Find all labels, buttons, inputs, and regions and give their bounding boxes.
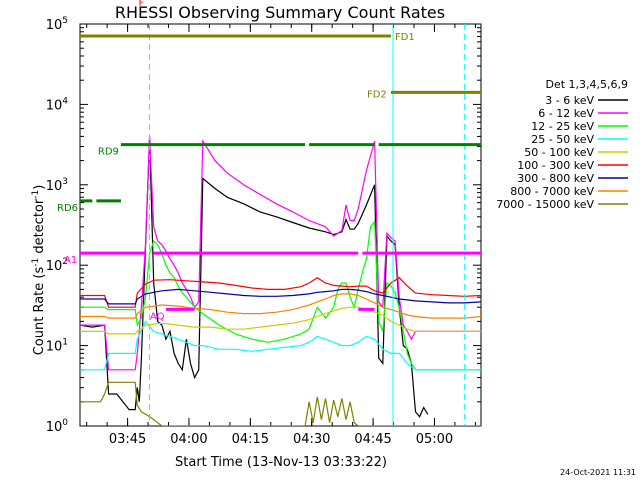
series-line-300-800-keV [80, 288, 481, 305]
x-tick-label: 04:45 [354, 432, 391, 447]
y-label-sup-2: -1 [31, 190, 41, 199]
y-tick-label: 100 [46, 418, 69, 435]
flag-label-fd1: FD1 [395, 32, 415, 43]
y-tick-label: 101 [46, 338, 68, 355]
series-line-50-100-keV [80, 306, 481, 335]
flag-label-rd6: RD6 [57, 203, 78, 214]
legend-entry-label: 300 - 800 keV [517, 172, 594, 185]
series-line-25-50-keV [80, 320, 481, 371]
legend-entry-label: 12 - 25 keV [531, 120, 594, 133]
series-line-12-25-keV [80, 219, 481, 371]
flag-label-aq: AQ [150, 311, 165, 322]
y-tick-label: 102 [46, 257, 68, 274]
series-line-3-6-keV [80, 136, 429, 418]
flag-label-rd9: RD9 [98, 147, 119, 158]
y-tick-label: 105 [46, 16, 68, 33]
series-line-7000-15000-keV [80, 381, 481, 426]
legend-entry-label: 6 - 12 keV [538, 107, 594, 120]
flag-label-fd2: FD2 [367, 89, 387, 100]
x-tick-label: 04:15 [232, 432, 269, 447]
legend-entry-label: 800 - 7000 keV [510, 185, 594, 198]
svg-text:Count Rate (s-1 detector-1): Count Rate (s-1 detector-1) [31, 185, 47, 356]
generation-timestamp: 24-Oct-2021 11:31 [560, 468, 636, 477]
series-line-6-12-keV [80, 136, 481, 371]
y-label-part-end: ) [32, 185, 47, 190]
legend-entry-label: 25 - 50 keV [531, 133, 594, 146]
y-label-sup-1: -1 [31, 258, 41, 267]
legend-title: Det 1,3,4,5,6,9 [545, 78, 628, 91]
legend-entry-label: 7000 - 15000 keV [496, 198, 594, 211]
chart-title: RHESSI Observing Summary Count Rates [115, 3, 445, 22]
series-group [80, 136, 481, 426]
flag-label-a1: A1 [64, 255, 77, 266]
x-axis-label: Start Time (13-Nov-13 03:33:22) [175, 455, 387, 470]
y-axis-label: Count Rate (s-1 detector-1) [31, 185, 47, 356]
y-label-part-mid: detector [32, 198, 47, 258]
plot-frame [79, 23, 482, 427]
legend-entry-label: 3 - 6 keV [545, 94, 594, 107]
x-tick-label: 05:00 [416, 432, 453, 447]
flag-label-f: F [139, 0, 145, 9]
legend-entry-label: 100 - 300 keV [517, 159, 594, 172]
series-line-100-300-keV [80, 276, 481, 308]
x-tick-label: 04:30 [293, 432, 330, 447]
plot-area: 03:45 04:00 04:15 04:30 04:45 05:00 100 101 102 1… [46, 0, 482, 447]
y-tick-label: 104 [46, 96, 69, 113]
series-line-800-7000-keV [80, 293, 481, 319]
x-tick-label: 03:45 [109, 432, 146, 447]
y-label-part-main: Count Rate (s [32, 267, 47, 356]
legend-entry-label: 50 - 100 keV [524, 146, 594, 159]
y-tick-label: 103 [46, 177, 68, 194]
x-tick-label: 04:00 [170, 432, 207, 447]
